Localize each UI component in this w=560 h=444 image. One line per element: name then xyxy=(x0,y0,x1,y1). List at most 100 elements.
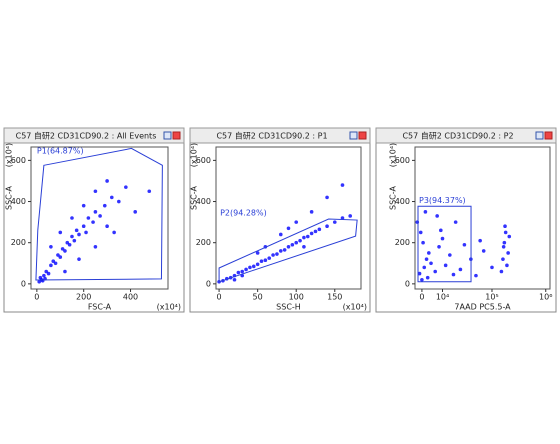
title-bar xyxy=(3,127,185,144)
settings-button[interactable] xyxy=(535,131,544,140)
event-point xyxy=(325,195,329,200)
x-tick-label: 10⁶ xyxy=(539,293,552,302)
event-point xyxy=(255,262,260,267)
event-point xyxy=(263,258,268,262)
panel-title: C57 自研2 CD31CD90.2 : All Events xyxy=(16,131,157,141)
gate-label: P2(94.28%) xyxy=(220,209,267,218)
y-tick-label: 400 xyxy=(395,197,410,206)
event-point xyxy=(451,272,456,277)
event-point xyxy=(98,214,102,218)
settings-button[interactable] xyxy=(349,131,358,140)
panel-title: C57 自研2 CD31CD90.2 : P2 xyxy=(402,131,513,141)
event-point xyxy=(309,231,314,236)
event-point xyxy=(105,224,109,229)
y-multiplier: (x10⁴) xyxy=(5,143,14,167)
y-axis-label: SSC-A xyxy=(190,186,199,210)
event-point xyxy=(248,265,252,270)
y-multiplier: (x10⁴) xyxy=(389,143,398,167)
event-point xyxy=(503,230,508,235)
settings-button[interactable] xyxy=(163,131,172,140)
x-axis-label: FSC-A xyxy=(88,303,112,312)
event-point xyxy=(105,179,109,183)
event-point xyxy=(424,257,429,261)
event-point xyxy=(332,220,337,224)
event-point xyxy=(44,269,49,274)
event-point xyxy=(340,216,345,220)
close-button[interactable] xyxy=(172,131,181,140)
y-tick-label: 0 xyxy=(206,279,211,288)
event-point xyxy=(502,240,507,245)
y-tick-label: 200 xyxy=(11,238,26,247)
event-point xyxy=(56,253,60,257)
x-tick-label: 100 xyxy=(289,293,304,302)
event-point xyxy=(60,247,65,251)
event-point xyxy=(74,228,79,233)
x-tick-label: 0 xyxy=(34,293,39,302)
event-point xyxy=(415,220,420,224)
event-point xyxy=(49,263,53,268)
x-tick-label: 0 xyxy=(419,293,424,302)
close-button[interactable] xyxy=(358,131,367,140)
event-point xyxy=(255,251,260,255)
event-point xyxy=(70,216,74,220)
event-point xyxy=(67,242,72,247)
x-tick-label: 10⁵ xyxy=(485,293,498,302)
event-point xyxy=(63,249,67,253)
event-point xyxy=(117,199,121,204)
event-point xyxy=(93,245,98,249)
event-point xyxy=(433,269,438,274)
event-point xyxy=(294,220,299,224)
event-point xyxy=(42,273,46,278)
event-point xyxy=(439,228,443,233)
y-axis-label: SSC-A xyxy=(389,186,398,210)
event-point xyxy=(70,234,74,239)
event-point xyxy=(420,277,424,282)
event-point xyxy=(481,249,486,253)
event-point xyxy=(147,189,152,194)
event-point xyxy=(490,265,494,270)
event-point xyxy=(51,259,56,264)
event-point xyxy=(81,224,86,229)
event-point xyxy=(294,240,299,245)
close-button[interactable] xyxy=(544,131,553,140)
event-point xyxy=(84,230,88,235)
event-point xyxy=(133,210,138,214)
event-point xyxy=(282,248,287,252)
gate xyxy=(218,218,358,283)
x-tick-label: 400 xyxy=(123,293,138,302)
y-tick-label: 600 xyxy=(196,156,211,165)
event-point xyxy=(309,210,314,214)
event-point xyxy=(423,210,428,214)
event-point xyxy=(448,253,452,257)
event-point xyxy=(302,245,306,249)
event-point xyxy=(58,230,63,235)
event-point xyxy=(53,261,58,266)
event-point xyxy=(77,257,81,261)
event-point xyxy=(425,275,430,280)
event-point xyxy=(313,229,318,234)
panel-title: C57 自研2 CD31CD90.2 : P1 xyxy=(216,131,327,141)
event-point xyxy=(271,253,275,257)
event-point xyxy=(462,242,467,247)
event-point xyxy=(317,227,322,232)
plot-area xyxy=(215,146,362,290)
event-point xyxy=(102,203,107,208)
event-point xyxy=(507,234,512,239)
event-point xyxy=(325,224,329,229)
event-point xyxy=(109,195,114,200)
event-point xyxy=(505,263,509,268)
event-point xyxy=(275,252,279,256)
event-point xyxy=(422,265,427,270)
x-tick-label: 10⁴ xyxy=(436,293,449,302)
event-point xyxy=(501,245,506,249)
plot-area xyxy=(30,146,169,290)
title-bar xyxy=(189,127,371,144)
event-point xyxy=(38,275,43,280)
event-point xyxy=(427,251,431,255)
event-point xyxy=(46,271,51,276)
event-point xyxy=(236,270,241,275)
plot-panel: C57 自研2 CD31CD90.2 : All Events 0 200 400 0 2… xyxy=(3,127,185,313)
x-tick-label: 150 xyxy=(327,293,342,302)
